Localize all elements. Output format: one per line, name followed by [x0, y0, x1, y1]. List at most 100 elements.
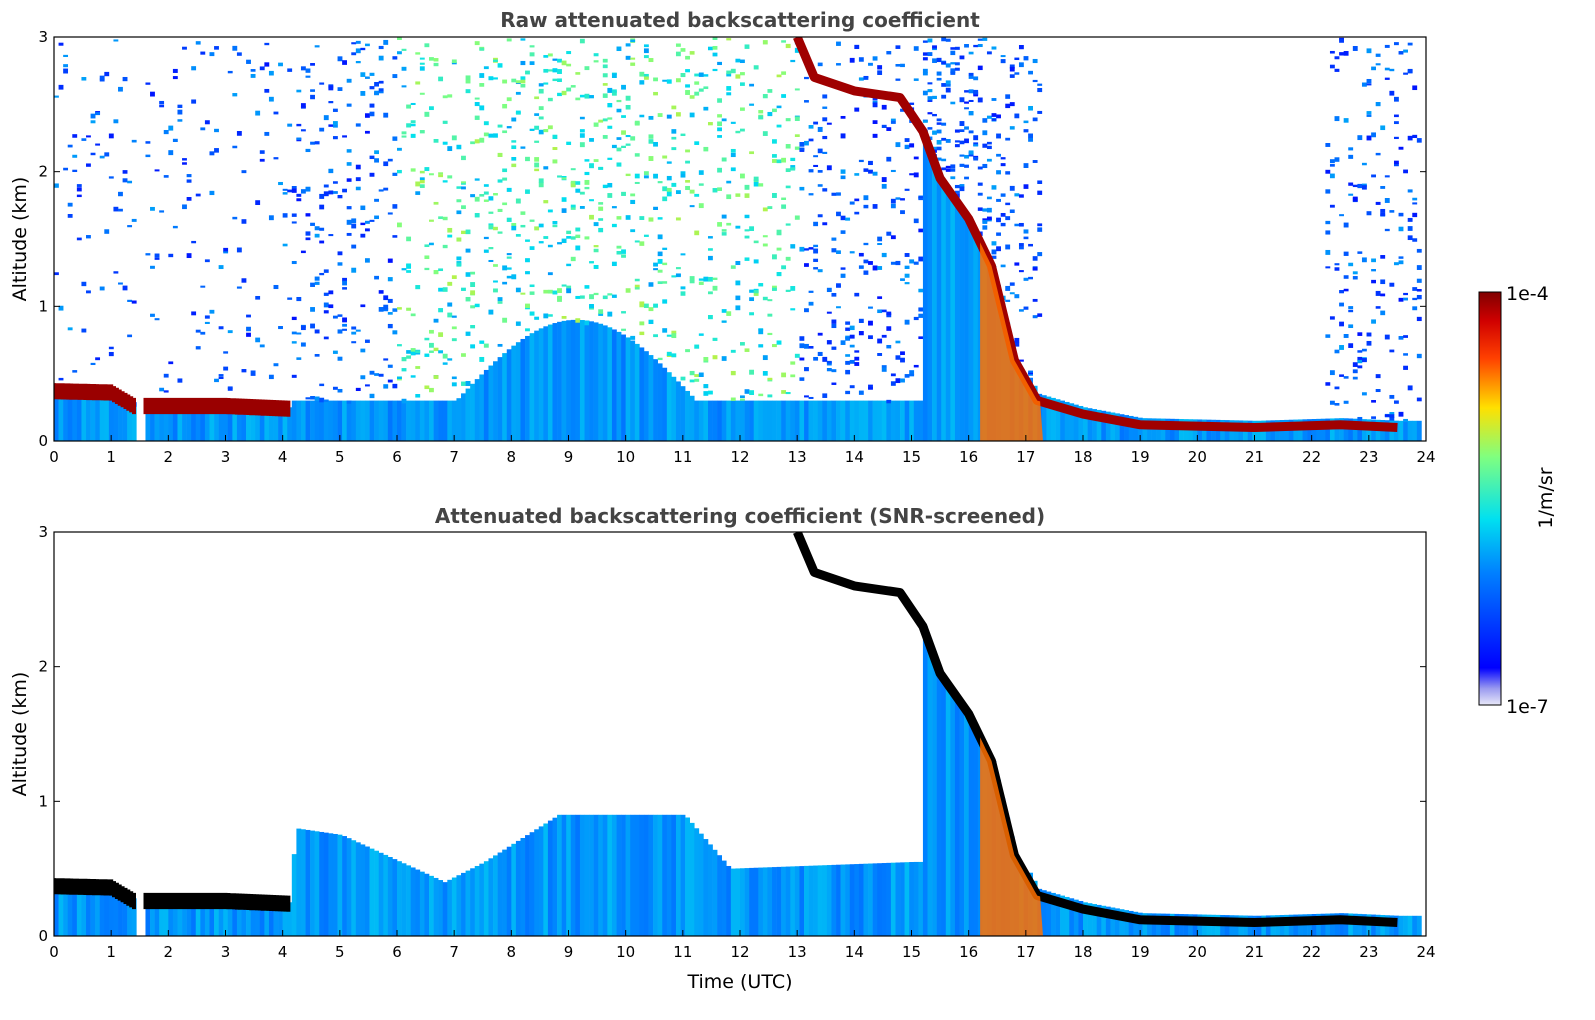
- boundary-layer-line: [54, 383, 291, 417]
- noise-speck: [387, 212, 393, 215]
- aerosol-column: [845, 864, 851, 936]
- noise-speck: [1329, 50, 1335, 54]
- noise-speck: [1407, 42, 1413, 46]
- noise-speck: [424, 385, 430, 390]
- noise-speck: [1329, 173, 1335, 179]
- aerosol-column: [868, 863, 873, 936]
- noise-speck: [182, 46, 187, 50]
- noise-speck: [529, 291, 535, 295]
- noise-speck: [525, 189, 530, 194]
- noise-speck: [1334, 267, 1340, 271]
- noise-speck: [1014, 193, 1020, 197]
- noise-speck: [355, 329, 361, 332]
- noise-speck: [936, 129, 942, 134]
- noise-speck: [401, 48, 407, 51]
- noise-speck: [1407, 189, 1413, 193]
- aerosol-column: [831, 864, 837, 936]
- aerosol-column: [918, 861, 924, 936]
- aerosol-column: [209, 404, 215, 441]
- noise-speck: [589, 199, 594, 202]
- aerosol-column: [872, 400, 878, 441]
- noise-speck: [712, 337, 718, 341]
- noise-speck: [515, 91, 521, 95]
- noise-speck: [355, 186, 361, 191]
- noise-speck: [1384, 414, 1390, 417]
- noise-speck: [762, 207, 768, 212]
- noise-speck: [749, 83, 755, 87]
- aerosol-column: [159, 899, 165, 936]
- noise-speck: [236, 247, 242, 253]
- aerosol-column: [1115, 413, 1120, 441]
- noise-speck: [351, 331, 357, 335]
- noise-speck: [81, 328, 87, 333]
- noise-speck: [598, 202, 604, 205]
- aerosol-column: [593, 814, 599, 936]
- noise-speck: [799, 357, 805, 361]
- noise-speck: [1005, 285, 1011, 291]
- aerosol-column: [200, 404, 206, 441]
- noise-speck: [360, 222, 366, 226]
- aerosol-column: [552, 323, 558, 441]
- aerosol-column: [593, 322, 599, 441]
- noise-speck: [433, 138, 439, 143]
- noise-speck: [525, 258, 530, 263]
- noise-speck: [991, 98, 997, 101]
- x-tick-label: 16: [959, 448, 978, 466]
- noise-speck: [99, 155, 105, 159]
- noise-speck: [1371, 416, 1376, 419]
- aerosol-column: [241, 900, 247, 936]
- aerosol-column: [223, 899, 229, 936]
- noise-speck: [703, 146, 709, 152]
- noise-speck: [941, 83, 947, 87]
- noise-speck: [223, 366, 229, 371]
- noise-speck: [552, 224, 558, 228]
- noise-speck: [936, 139, 942, 145]
- aerosol-column: [1412, 420, 1418, 441]
- noise-speck: [772, 192, 777, 198]
- noise-speck: [717, 222, 722, 227]
- noise-speck: [195, 193, 201, 197]
- noise-speck: [1403, 169, 1408, 174]
- fall-streak-area: [980, 737, 1043, 936]
- noise-speck: [204, 315, 210, 319]
- noise-speck: [1325, 334, 1331, 338]
- noise-speck: [1380, 293, 1386, 297]
- x-tick-label: 9: [564, 943, 574, 961]
- noise-speck: [1014, 262, 1020, 266]
- noise-speck: [1407, 68, 1413, 74]
- noise-speck: [337, 56, 343, 62]
- chart-title: Attenuated backscattering coefficient (S…: [435, 504, 1045, 528]
- noise-speck: [744, 184, 750, 190]
- noise-speck: [959, 121, 965, 126]
- noise-speck: [1366, 135, 1372, 141]
- noise-speck: [909, 173, 915, 176]
- noise-speck: [364, 220, 370, 224]
- noise-speck: [804, 140, 809, 146]
- noise-speck: [680, 376, 686, 381]
- noise-speck: [429, 219, 434, 222]
- noise-speck: [1014, 57, 1020, 61]
- aerosol-column: [1110, 907, 1116, 936]
- noise-speck: [479, 340, 485, 344]
- aerosol-column: [579, 320, 585, 441]
- aerosol-column: [99, 390, 105, 441]
- x-tick-label: 0: [49, 448, 59, 466]
- noise-speck: [282, 192, 288, 195]
- noise-speck: [932, 113, 937, 117]
- noise-speck: [429, 106, 434, 111]
- aerosol-column: [909, 862, 915, 936]
- noise-speck: [511, 145, 517, 150]
- noise-speck: [849, 385, 855, 389]
- noise-speck: [922, 57, 928, 61]
- noise-speck: [1343, 118, 1349, 123]
- noise-speck: [959, 140, 965, 145]
- aerosol-column: [836, 400, 841, 441]
- noise-speck: [611, 91, 617, 96]
- noise-speck: [1412, 202, 1418, 205]
- noise-speck: [470, 282, 476, 287]
- noise-speck: [1412, 85, 1418, 91]
- noise-speck: [689, 379, 695, 383]
- noise-speck: [927, 52, 933, 56]
- noise-speck: [808, 301, 814, 306]
- aerosol-column: [1083, 902, 1088, 936]
